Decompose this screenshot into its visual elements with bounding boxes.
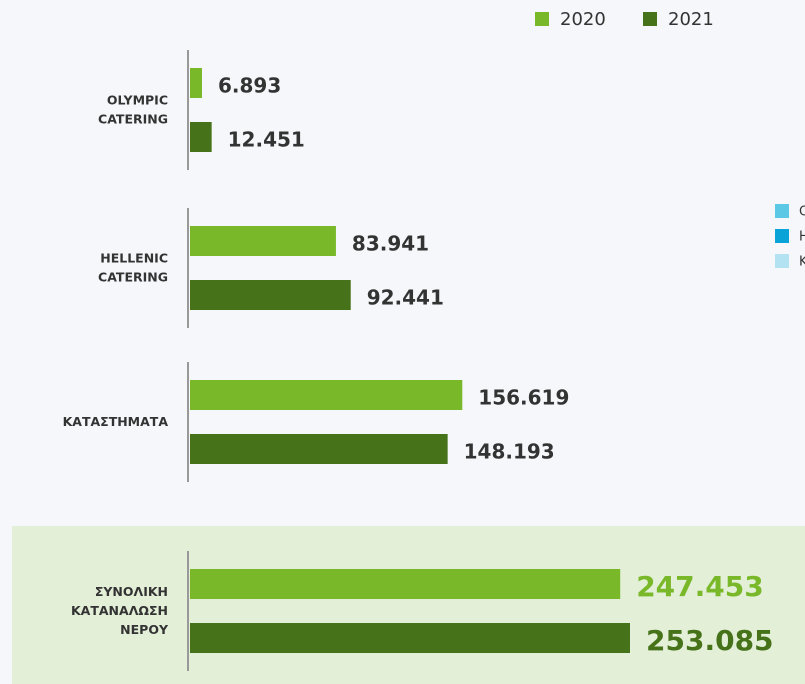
total-panel [12,526,805,684]
category-line: ΣΥΝΟΛΙΚΗ [95,584,168,599]
bar [190,226,336,256]
value-label: 253.085 [646,624,774,657]
category-line: ΚΑΤΑΝΑΛΩΣΗ [71,603,168,618]
bar [190,280,351,310]
value-label: 156.619 [478,386,569,410]
bar [190,68,202,98]
bar [190,122,212,152]
value-label: 247.453 [636,570,764,603]
value-label: 83.941 [352,232,429,256]
category-line: OLYMPIC [107,92,168,107]
value-label: 12.451 [228,128,305,152]
category-line: CATERING [98,111,168,126]
category-label: HELLENIC CATERING [98,250,168,284]
category-label: ΚΑΤΑΣΤΗΜΑΤΑ [63,414,169,429]
legend-label: 2020 [560,9,606,30]
legend-swatch [535,12,549,26]
partial-legend-swatch [775,254,789,268]
category-line: HELLENIC [100,250,168,265]
partial-legend-label: H [799,230,805,245]
value-label: 148.193 [464,440,555,464]
category-line: ΚΑΤΑΣΤΗΜΑΤΑ [63,414,169,429]
legend-label: 2021 [668,9,714,30]
legend-swatch [643,12,657,26]
category-label: OLYMPIC CATERING [98,92,168,126]
value-label: 6.893 [218,74,281,98]
partial-legend-label: K [799,255,805,270]
bar [190,380,463,410]
bar [190,434,448,464]
partial-legend-swatch [775,229,789,243]
bar [190,569,621,599]
category-label: ΣΥΝΟΛΙΚΗ ΚΑΤΑΝΑΛΩΣΗ ΝΕΡΟΥ [71,584,169,637]
value-label: 92.441 [367,286,444,310]
category-line: CATERING [98,269,168,284]
bar [190,623,630,653]
category-line: ΝΕΡΟΥ [120,622,169,637]
partial-legend-label: O [799,205,805,220]
partial-legend-swatch [775,204,789,218]
